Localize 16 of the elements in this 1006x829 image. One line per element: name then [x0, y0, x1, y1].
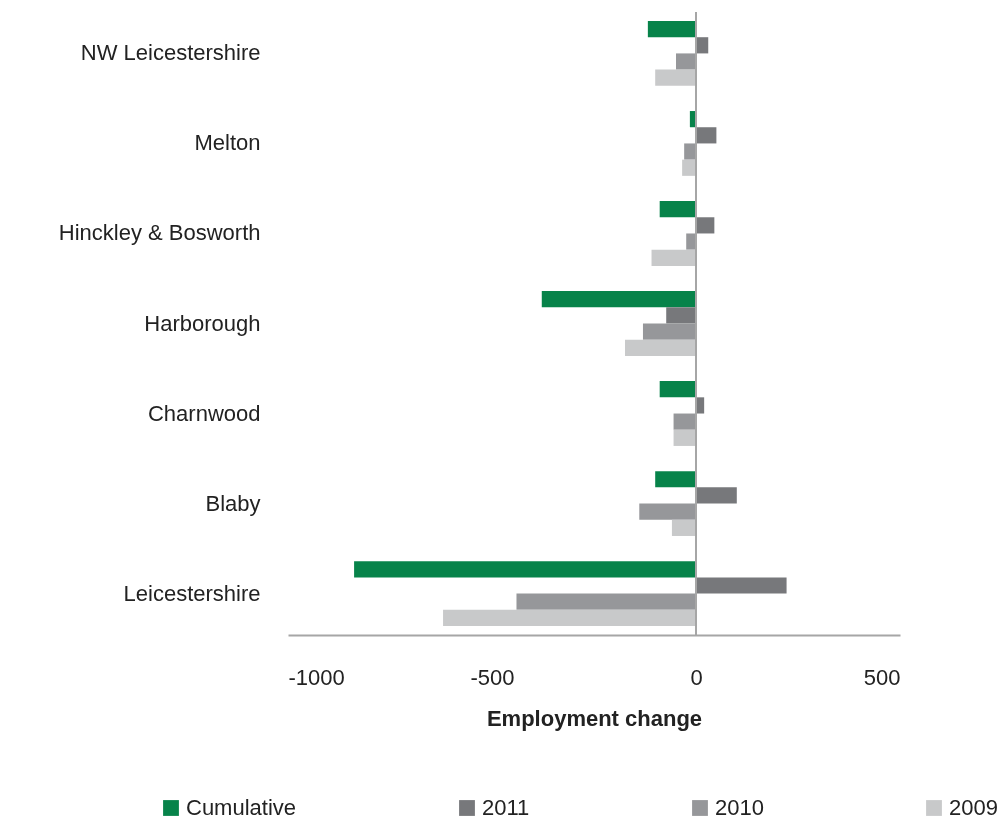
legend-label: 2011 — [482, 795, 530, 820]
y-tick-label: Blaby — [205, 490, 261, 516]
x-tick-label: -500 — [470, 664, 515, 690]
y-tick-label: NW Leicestershire — [80, 40, 261, 66]
x-axis-title: Employment change — [486, 705, 703, 731]
y-tick-label: Melton — [194, 130, 261, 156]
y-tick-label: Leicestershire — [123, 580, 261, 606]
y-tick-label: Harborough — [144, 310, 261, 336]
y-tick-label: Hinckley & Bosworth — [58, 220, 261, 246]
x-tick-label: 500 — [863, 664, 901, 690]
legend-label: 2009 — [949, 795, 998, 820]
legend-label: 2010 — [715, 795, 764, 820]
legend-label: Cumulative — [186, 795, 297, 820]
y-tick-label: Charnwood — [147, 400, 261, 426]
x-tick-label: 0 — [690, 664, 703, 690]
x-tick-label: -1000 — [288, 664, 345, 690]
